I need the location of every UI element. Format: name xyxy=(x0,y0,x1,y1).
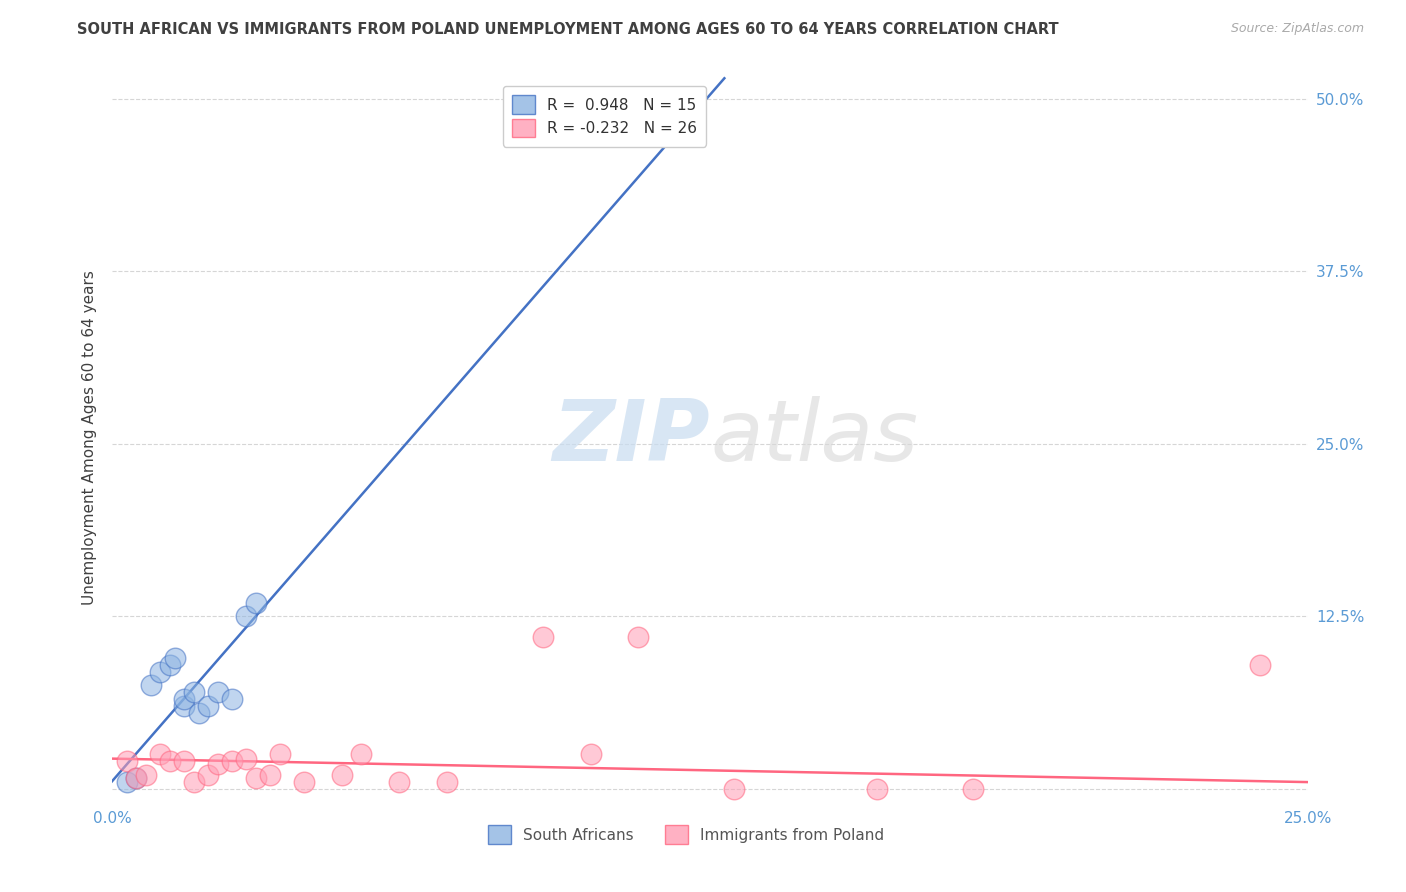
Point xyxy=(350,747,373,762)
Point xyxy=(259,768,281,782)
Point xyxy=(125,771,148,785)
Legend: South Africans, Immigrants from Poland: South Africans, Immigrants from Poland xyxy=(482,819,890,850)
Point xyxy=(183,775,205,789)
Point xyxy=(235,751,257,765)
Text: Source: ZipAtlas.com: Source: ZipAtlas.com xyxy=(1230,22,1364,36)
Point xyxy=(579,747,602,762)
Point xyxy=(235,609,257,624)
Point xyxy=(866,782,889,797)
Point xyxy=(330,768,353,782)
Point xyxy=(962,782,984,797)
Point xyxy=(245,771,267,785)
Point xyxy=(187,706,209,720)
Point xyxy=(197,768,219,782)
Point xyxy=(269,747,291,762)
Point xyxy=(159,657,181,672)
Text: atlas: atlas xyxy=(710,395,918,479)
Text: ZIP: ZIP xyxy=(553,395,710,479)
Point xyxy=(173,692,195,706)
Point xyxy=(245,596,267,610)
Point xyxy=(221,755,243,769)
Point xyxy=(115,755,138,769)
Point xyxy=(723,782,745,797)
Point xyxy=(135,768,157,782)
Point xyxy=(149,747,172,762)
Point xyxy=(139,678,162,692)
Point xyxy=(163,651,186,665)
Point xyxy=(197,699,219,714)
Point xyxy=(627,630,650,644)
Point xyxy=(173,755,195,769)
Point xyxy=(115,775,138,789)
Y-axis label: Unemployment Among Ages 60 to 64 years: Unemployment Among Ages 60 to 64 years xyxy=(82,269,97,605)
Point xyxy=(207,757,229,772)
Point xyxy=(436,775,458,789)
Point xyxy=(221,692,243,706)
Text: SOUTH AFRICAN VS IMMIGRANTS FROM POLAND UNEMPLOYMENT AMONG AGES 60 TO 64 YEARS C: SOUTH AFRICAN VS IMMIGRANTS FROM POLAND … xyxy=(77,22,1059,37)
Point xyxy=(207,685,229,699)
Point xyxy=(173,699,195,714)
Point xyxy=(1249,657,1271,672)
Point xyxy=(149,665,172,679)
Point xyxy=(183,685,205,699)
Point xyxy=(531,630,554,644)
Point xyxy=(292,775,315,789)
Point xyxy=(159,755,181,769)
Point xyxy=(125,771,148,785)
Point xyxy=(388,775,411,789)
